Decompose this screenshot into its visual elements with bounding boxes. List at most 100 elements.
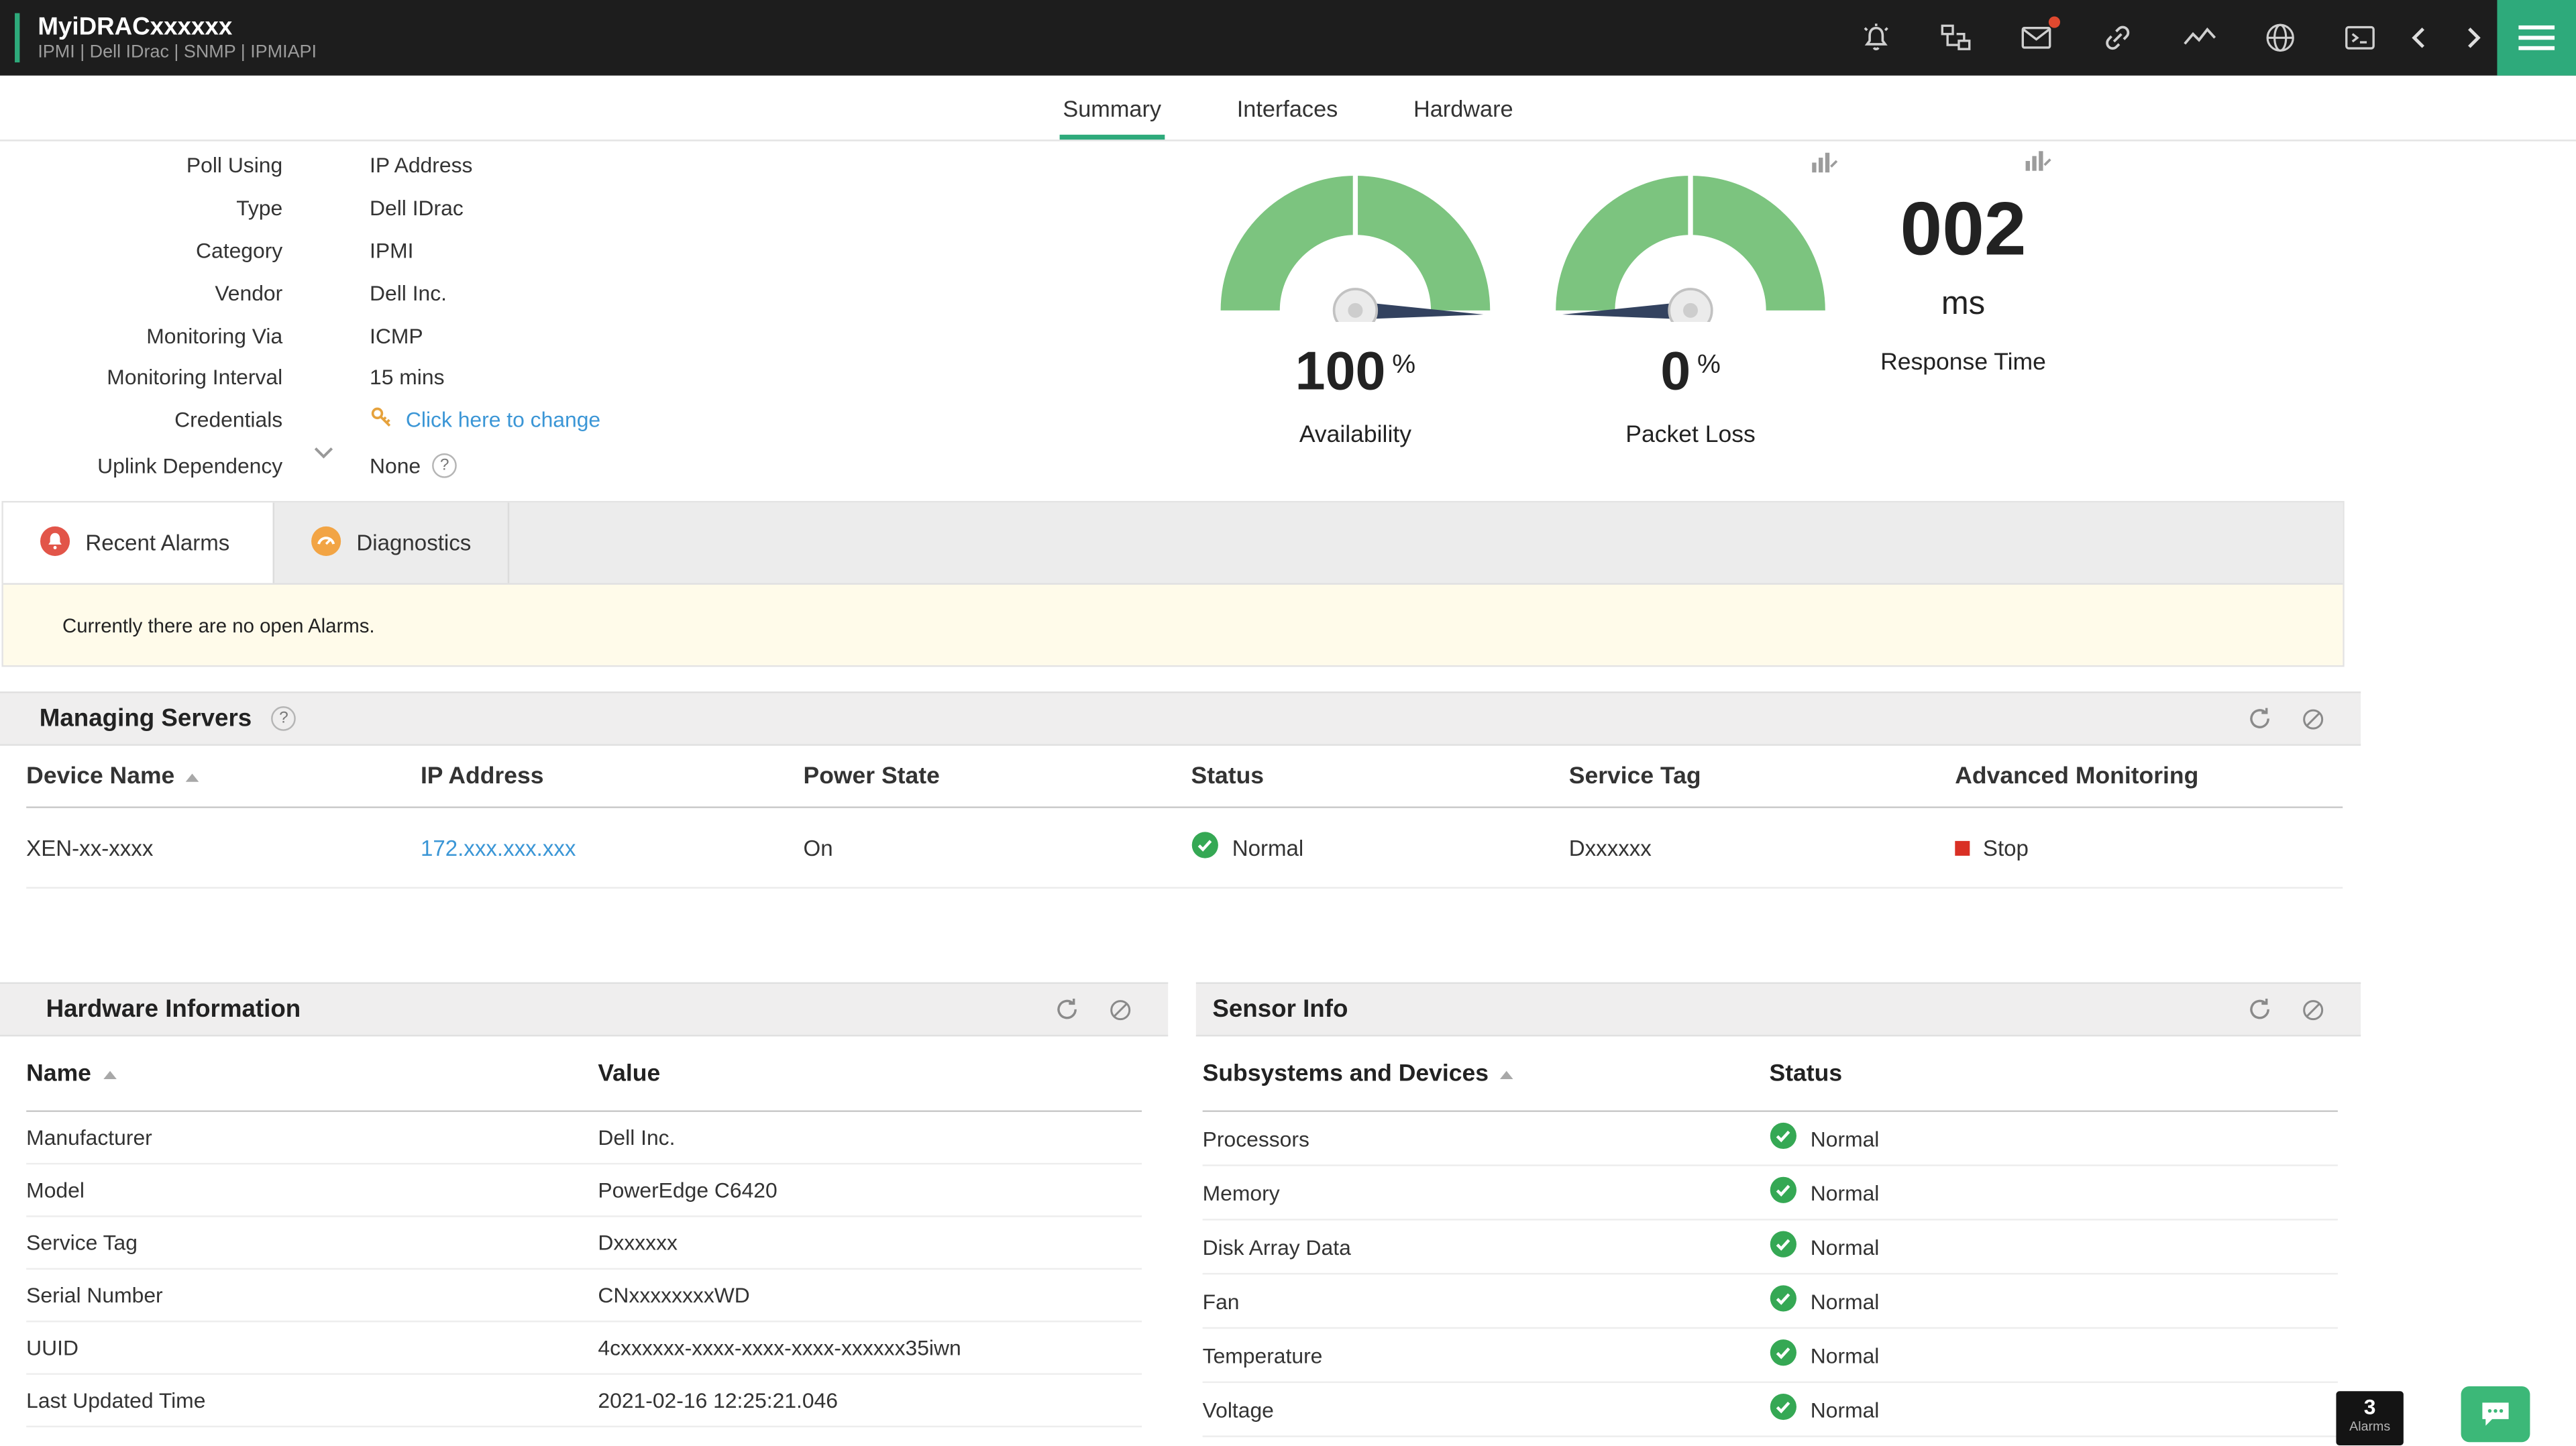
top-bar: MyiDRACxxxxxx IPMI | Dell IDrac | SNMP |…: [0, 0, 2576, 76]
chevron-down-icon[interactable]: [312, 440, 335, 469]
col-value[interactable]: Value: [598, 1060, 660, 1087]
refresh-icon[interactable]: [2247, 706, 2272, 731]
menu-icon[interactable]: [2497, 0, 2576, 76]
sort-icon: [186, 773, 199, 781]
device-summary: Poll Using IP Address Type Dell IDrac Ca…: [0, 142, 2361, 501]
availability-label: Availability: [1199, 422, 1511, 448]
key-icon: [370, 405, 394, 435]
col-advanced-monitoring[interactable]: Advanced Monitoring: [1955, 763, 2343, 789]
sensor-info-table: Subsystems and Devices Status Processors…: [1196, 1036, 2361, 1437]
power-state-cell: On: [804, 835, 1191, 860]
detail-value: 15 mins: [370, 366, 445, 390]
hardware-information-header: Hardware Information: [0, 982, 1168, 1036]
availability-gauge-dial: [1199, 154, 1511, 322]
status-ok-icon: [1770, 1176, 1798, 1209]
response-time-value: 002: [1807, 184, 2119, 272]
device-detail-list: Poll Using IP Address Type Dell IDrac Ca…: [0, 145, 600, 491]
no-alarms-message: Currently there are no open Alarms.: [3, 585, 2343, 665]
export-disabled-icon[interactable]: [1109, 998, 1132, 1021]
col-status[interactable]: Status: [1191, 763, 1569, 789]
sensor-info-panel: Sensor Info Subsystems and Devices Statu…: [1196, 982, 2361, 1437]
detail-row: Category IPMI: [0, 229, 600, 272]
sensor-status-cell: Normal: [1811, 1180, 1880, 1205]
detail-row: Poll Using IP Address: [0, 145, 600, 187]
col-service-tag[interactable]: Service Tag: [1569, 763, 1955, 789]
service-tag-cell: Dxxxxxx: [1569, 835, 1955, 860]
tab-diagnostics[interactable]: Diagnostics: [274, 502, 509, 583]
performance-graph-icon[interactable]: [2180, 19, 2220, 56]
hw-value-cell: CNxxxxxxxxWD: [598, 1283, 749, 1308]
sensor-status-cell: Normal: [1811, 1234, 1880, 1259]
export-disabled-icon[interactable]: [2302, 707, 2324, 730]
tab-hardware[interactable]: Hardware: [1410, 76, 1516, 140]
col-subsystems[interactable]: Subsystems and Devices: [1203, 1060, 1770, 1087]
detail-value: None: [370, 453, 421, 478]
prev-device-icon[interactable]: [2405, 23, 2434, 52]
detail-label: Category: [0, 238, 282, 263]
status-ok-icon: [1770, 1284, 1798, 1317]
sensor-status-cell: Normal: [1811, 1126, 1880, 1151]
table-row: Model PowerEdge C6420: [26, 1164, 1142, 1217]
packet-loss-value: 0%: [1534, 340, 1846, 402]
table-header-row: Subsystems and Devices Status: [1203, 1036, 2338, 1112]
link-icon[interactable]: [2098, 19, 2137, 56]
mail-icon[interactable]: [2017, 19, 2055, 56]
table-row[interactable]: XEN-xx-xxxx 172.xxx.xxx.xxx On Normal Dx…: [26, 808, 2343, 889]
managing-servers-table: Device Name IP Address Power State Statu…: [0, 746, 2343, 889]
managing-servers-section: Managing Servers ? Device Name IP Addres…: [0, 691, 2361, 966]
tab-label: Recent Alarms: [85, 531, 229, 555]
next-device-icon[interactable]: [2458, 23, 2487, 52]
tab-interfaces[interactable]: Interfaces: [1234, 76, 1341, 140]
report-icon[interactable]: [2024, 150, 2052, 181]
status-ok-icon: [1770, 1122, 1798, 1155]
table-row: Manufacturer Dell Inc.: [26, 1112, 1142, 1164]
sort-icon: [1500, 1070, 1513, 1078]
response-time-metric: 002 ms Response Time: [1807, 161, 2119, 376]
alarms-tabbar: Recent Alarms Diagnostics: [3, 502, 2343, 584]
hw-value-cell: PowerEdge C6420: [598, 1178, 777, 1203]
col-ip-address[interactable]: IP Address: [421, 763, 804, 789]
packet-loss-gauge: 0% Packet Loss: [1534, 154, 1846, 448]
table-header-row: Name Value: [26, 1036, 1142, 1112]
device-name-cell: XEN-xx-xxxx: [26, 835, 421, 860]
availability-unit: %: [1392, 351, 1415, 380]
globe-icon[interactable]: [2262, 19, 2298, 56]
col-name[interactable]: Name: [26, 1060, 598, 1087]
refresh-icon[interactable]: [1055, 997, 1079, 1022]
report-icon[interactable]: [1811, 151, 1839, 182]
hw-name-cell: Serial Number: [26, 1283, 598, 1308]
col-power-state[interactable]: Power State: [804, 763, 1191, 789]
detail-row: Type Dell IDrac: [0, 187, 600, 229]
col-device-name[interactable]: Device Name: [26, 763, 421, 789]
diagnostics-gauge-icon: [311, 524, 342, 561]
alarm-bell-icon[interactable]: [1858, 19, 1894, 56]
detail-label: Type: [0, 196, 282, 221]
alarm-count: 3: [2336, 1396, 2403, 1419]
page: MyiDRACxxxxxx IPMI | Dell IDrac | SNMP |…: [0, 0, 2576, 1445]
col-status[interactable]: Status: [1770, 1060, 1843, 1087]
alarm-count-label: Alarms: [2336, 1419, 2403, 1434]
alarm-count-badge[interactable]: 3 Alarms: [2336, 1391, 2403, 1445]
detail-row-credentials: Credentials Click here to change: [0, 399, 600, 441]
export-disabled-icon[interactable]: [2302, 998, 2324, 1021]
detail-value: ICMP: [370, 323, 423, 347]
tab-recent-alarms[interactable]: Recent Alarms: [3, 502, 274, 583]
sensor-name-cell: Processors: [1203, 1126, 1770, 1151]
packet-loss-label: Packet Loss: [1534, 422, 1846, 448]
escalation-icon[interactable]: [1937, 19, 1974, 56]
stop-monitoring-link[interactable]: Stop: [1983, 835, 2029, 860]
hw-value-cell: 4cxxxxxx-xxxx-xxxx-xxxx-xxxxxx35iwn: [598, 1335, 961, 1360]
table-row: Serial Number CNxxxxxxxxWD: [26, 1270, 1142, 1322]
packet-loss-unit: %: [1697, 351, 1721, 380]
managing-servers-help-icon[interactable]: ?: [272, 706, 297, 731]
hw-name-cell: Manufacturer: [26, 1125, 598, 1150]
detail-label: Vendor: [0, 280, 282, 305]
change-credentials-link[interactable]: Click here to change: [406, 408, 600, 433]
terminal-icon[interactable]: [2341, 19, 2379, 56]
chat-icon[interactable]: [2461, 1386, 2530, 1442]
section-title: Hardware Information: [46, 995, 301, 1023]
refresh-icon[interactable]: [2247, 997, 2272, 1022]
uplink-help-icon[interactable]: ?: [432, 453, 457, 478]
tab-summary[interactable]: Summary: [1059, 76, 1165, 140]
ip-address-link[interactable]: 172.xxx.xxx.xxx: [421, 835, 576, 860]
